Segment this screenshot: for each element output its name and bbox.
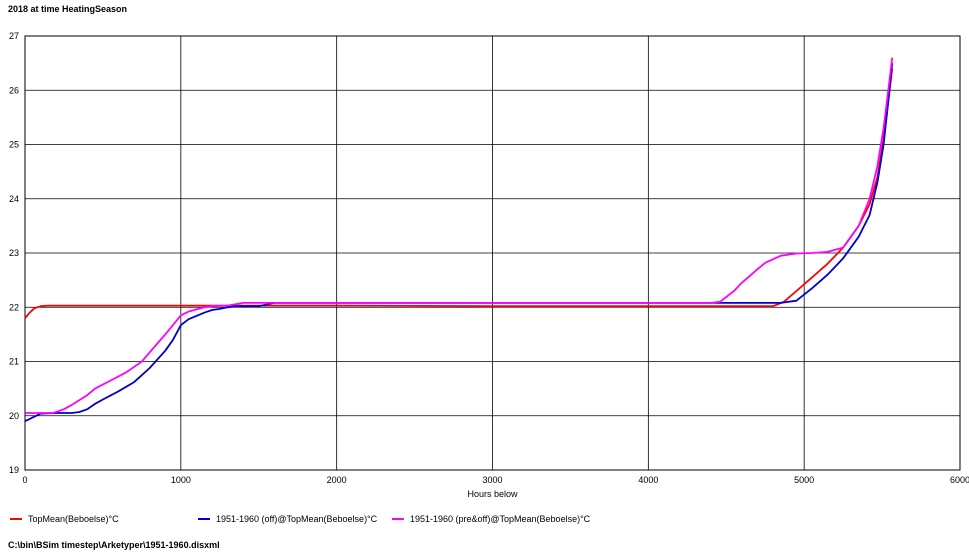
series-lines bbox=[24, 57, 894, 423]
y-tick-label: 23 bbox=[9, 248, 19, 258]
x-tick-label: 3000 bbox=[482, 475, 502, 485]
tick-labels: 0 1000 2000 3000 4000 5000 6000 19 20 21 22 23 24 25 2… bbox=[9, 31, 969, 485]
series-line-1 bbox=[24, 63, 894, 423]
plot-frame bbox=[24, 35, 961, 471]
y-tick-label: 27 bbox=[9, 31, 19, 41]
y-tick-label: 25 bbox=[9, 140, 19, 150]
legend-label: 1951-1960 (off)@TopMean(Beboelse)°C bbox=[216, 514, 378, 524]
legend-swatch-red bbox=[10, 518, 22, 520]
line-chart: 0 1000 2000 3000 4000 5000 6000 19 20 21 22 23 24 25 2… bbox=[9, 31, 969, 499]
x-tick-label: 0 bbox=[22, 475, 27, 485]
legend-item-off: 1951-1960 (off)@TopMean(Beboelse)°C bbox=[198, 514, 377, 524]
legend-swatch-magenta bbox=[392, 518, 404, 520]
y-tick-label: 24 bbox=[9, 194, 19, 204]
chart-title: 2018 at time HeatingSeason bbox=[8, 4, 128, 14]
x-tick-label: 6000 bbox=[950, 475, 969, 485]
axes bbox=[24, 35, 961, 471]
y-tick-label: 21 bbox=[9, 357, 19, 367]
x-tick-label: 4000 bbox=[638, 475, 658, 485]
legend-label: 1951-1960 (pre&off)@TopMean(Beboelse)°C bbox=[410, 514, 591, 524]
legend-swatch-blue bbox=[198, 518, 210, 520]
series-line-0 bbox=[24, 68, 894, 319]
y-tick-label: 26 bbox=[9, 85, 19, 95]
legend-item-preoff: 1951-1960 (pre&off)@TopMean(Beboelse)°C bbox=[392, 514, 590, 524]
legend-label: TopMean(Beboelse)°C bbox=[28, 514, 119, 524]
x-tick-label: 2000 bbox=[327, 475, 347, 485]
legend-item-topmean: TopMean(Beboelse)°C bbox=[10, 514, 119, 524]
grid-lines bbox=[24, 35, 961, 471]
x-tick-label: 5000 bbox=[794, 475, 814, 485]
y-tick-label: 22 bbox=[9, 302, 19, 312]
x-axis-label: Hours below bbox=[467, 489, 518, 499]
file-path: C:\bin\BSim timestep\Arketyper\1951-1960… bbox=[8, 540, 220, 550]
legend: TopMean(Beboelse)°C 1951-1960 (off)@TopM… bbox=[0, 514, 969, 530]
x-tick-label: 1000 bbox=[171, 475, 191, 485]
y-tick-label: 19 bbox=[9, 465, 19, 475]
series-line-2 bbox=[25, 57, 894, 414]
y-tick-label: 20 bbox=[9, 411, 19, 421]
